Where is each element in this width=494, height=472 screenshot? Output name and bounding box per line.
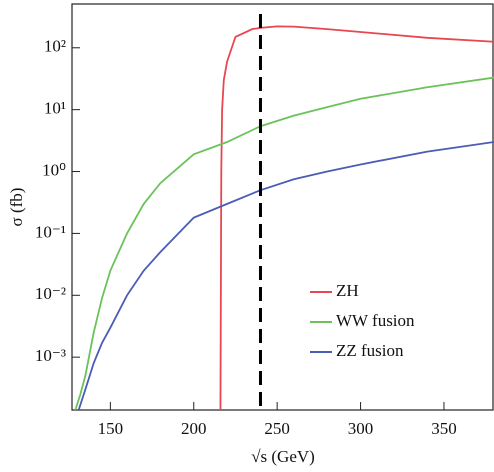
legend-label: WW fusion	[336, 311, 415, 330]
legend-label: ZZ fusion	[336, 341, 404, 360]
y-tick-label: 10⁻¹	[35, 222, 66, 241]
x-tick-label: 350	[431, 419, 457, 438]
x-tick-label: 300	[348, 419, 374, 438]
y-tick-label: 10⁻²	[35, 284, 66, 303]
series-line	[74, 76, 494, 410]
y-tick-label: 10⁰	[42, 160, 66, 179]
series-line	[219, 25, 494, 410]
y-tick-label: 10¹	[44, 99, 66, 118]
x-axis-title: √s (GeV)	[251, 447, 315, 466]
x-tick-label: 150	[98, 419, 124, 438]
y-axis-title: σ (fb)	[7, 188, 26, 227]
x-tick-label: 250	[264, 419, 290, 438]
plot-frame	[71, 3, 494, 411]
legend-label: ZH	[336, 281, 359, 300]
y-tick-label: 10⁻³	[35, 346, 66, 365]
x-tick-label: 200	[181, 419, 207, 438]
y-tick-label: 10²	[44, 37, 66, 56]
series-line	[77, 141, 494, 410]
